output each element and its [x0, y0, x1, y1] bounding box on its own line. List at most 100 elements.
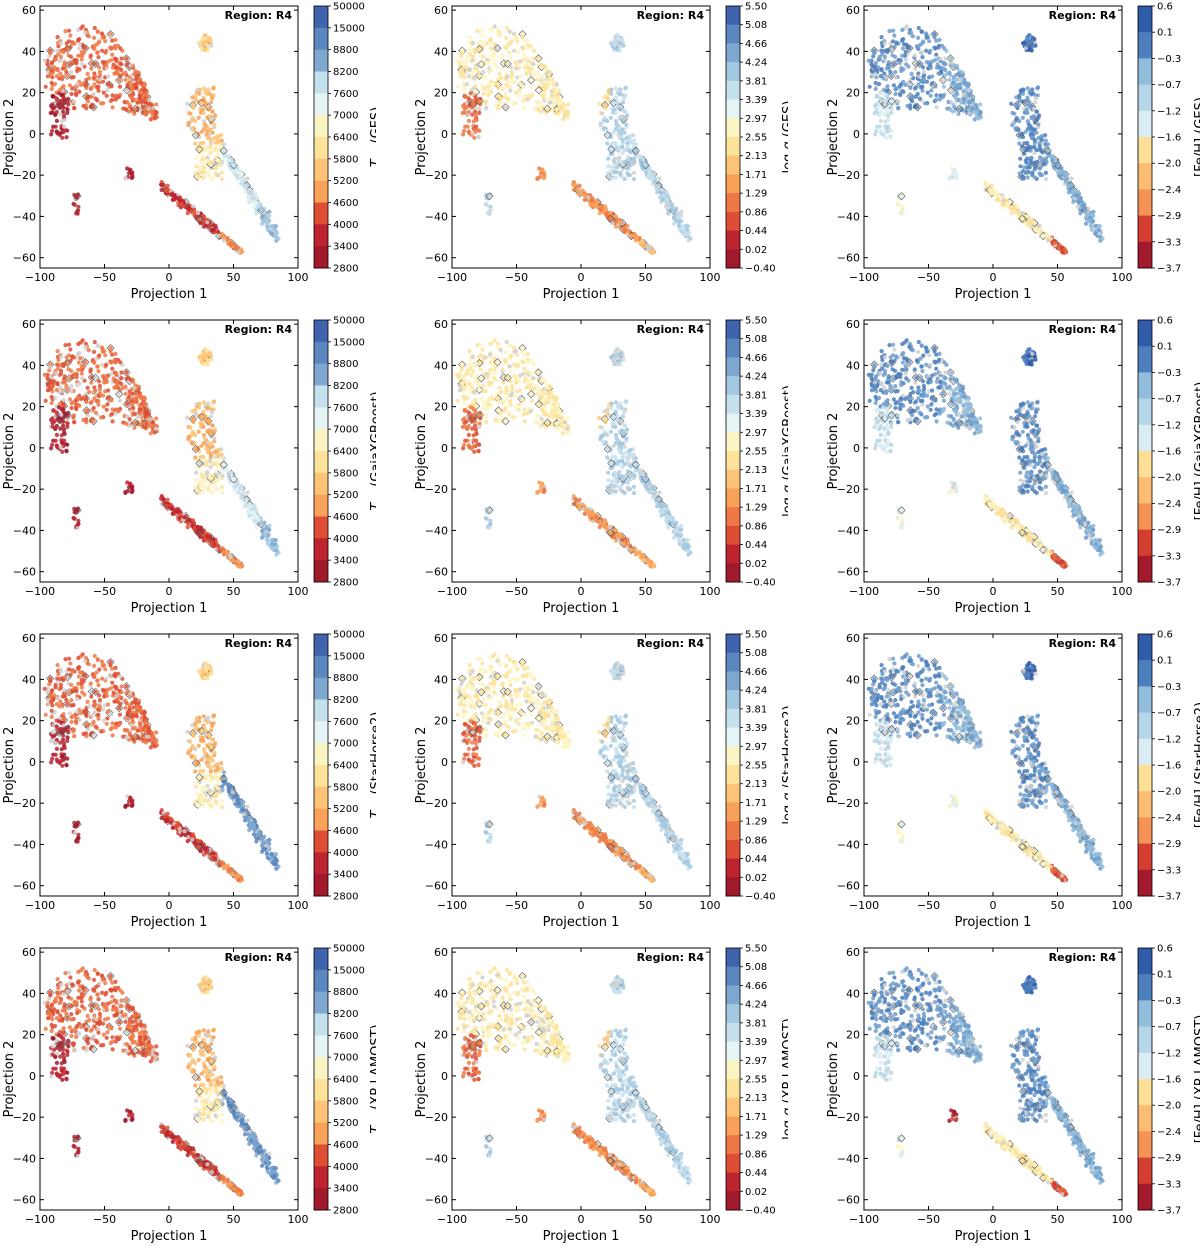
scatter-point	[186, 207, 191, 212]
y-tick-label: 0	[441, 128, 448, 141]
scatter-point	[146, 106, 151, 111]
scatter-point	[212, 122, 217, 127]
colorbar: 5000015000880082007600700064005800520046…	[313, 2, 365, 275]
scatter-point	[110, 52, 115, 57]
diamond-marker	[889, 60, 898, 69]
scatter-point	[91, 105, 96, 110]
scatter-point	[127, 171, 132, 176]
diamond-marker	[219, 460, 228, 469]
scatter-point	[108, 35, 113, 40]
scatter-point	[201, 424, 206, 429]
scatter-point	[66, 39, 72, 44]
scatter-point	[869, 69, 875, 74]
scatter-point	[257, 203, 262, 208]
scatter-point	[208, 145, 213, 150]
scatter-point	[934, 52, 939, 57]
diamond-marker	[194, 214, 203, 223]
scatter-point	[893, 54, 898, 59]
y-tick-label: −20	[13, 169, 36, 182]
scatter-point	[99, 101, 104, 106]
scatter-point	[263, 532, 268, 537]
scatter-point	[1020, 174, 1025, 179]
scatter-point	[517, 59, 523, 64]
scatter-point	[501, 66, 506, 71]
scatter-point	[576, 189, 581, 194]
scatter-point	[1035, 159, 1040, 164]
colorbar-segment	[1138, 84, 1152, 112]
scatter-point	[605, 141, 610, 146]
scatter-point	[598, 123, 603, 128]
scatter-point	[62, 431, 67, 437]
scatter-point	[105, 81, 111, 86]
scatter-point	[633, 142, 639, 147]
scatter-point	[150, 109, 155, 114]
scatter-point	[235, 166, 240, 171]
x-tick-label: 50	[1051, 271, 1065, 284]
scatter-point	[520, 35, 525, 40]
colorbar-tick-label: 5200	[333, 176, 358, 187]
scatter-point	[61, 409, 66, 414]
scatter-point	[620, 127, 625, 132]
scatter-point	[73, 374, 78, 379]
scatter-point	[84, 85, 89, 90]
x-tick-label: −50	[93, 271, 116, 284]
scatter-point	[210, 423, 215, 428]
scatter-point	[545, 106, 550, 111]
colorbar-segment	[314, 180, 328, 203]
scatter-point	[63, 343, 68, 348]
scatter-point	[613, 42, 618, 48]
scatter-point	[92, 349, 97, 354]
scatter-point	[878, 96, 883, 101]
scatter-point	[208, 138, 214, 143]
scatter-point	[536, 88, 541, 93]
scatter-point	[197, 40, 202, 45]
scatter-point	[65, 387, 70, 392]
scatter-point	[1031, 114, 1036, 119]
scatter-point	[139, 87, 144, 92]
scatter-point	[627, 137, 632, 142]
scatter-point	[536, 56, 541, 61]
scatter-point	[219, 177, 225, 182]
scatter-point	[617, 48, 622, 53]
scatter-point	[97, 77, 103, 82]
scatter-point	[153, 426, 158, 431]
diamond-marker	[606, 214, 615, 223]
scatter-point	[259, 521, 264, 526]
scatter-point	[147, 110, 152, 115]
scatter-point	[75, 68, 80, 74]
diamond-marker	[81, 44, 90, 53]
scatter-point	[877, 57, 882, 62]
scatter-point	[512, 35, 517, 40]
scatter-point	[516, 48, 521, 53]
scatter-point	[193, 98, 198, 103]
scatter-point	[884, 66, 889, 71]
scatter-point	[110, 105, 115, 110]
scatter-point	[462, 128, 467, 133]
scatter-point	[45, 61, 50, 67]
scatter-point	[76, 38, 81, 43]
scatter-point	[1001, 198, 1006, 203]
scatter-point	[65, 107, 70, 112]
colorbar: 5.505.084.664.243.813.392.972.552.131.71…	[725, 2, 776, 275]
scatter-point	[96, 88, 101, 93]
scatter-point	[203, 100, 208, 105]
scatter-point	[535, 77, 540, 82]
scatter-point	[202, 122, 207, 127]
scatter-point	[210, 130, 215, 135]
scatter-point	[72, 202, 77, 207]
scatter-point	[61, 423, 66, 428]
scatter-point	[661, 193, 666, 198]
scatter-point	[1023, 129, 1028, 134]
scatter-point	[56, 52, 61, 57]
scatter-point	[882, 54, 888, 60]
scatter-point	[907, 46, 912, 51]
scatter-point	[651, 171, 656, 176]
scatter-point	[54, 96, 59, 101]
scatter-point	[54, 410, 59, 415]
scatter-point	[108, 349, 113, 354]
scatter-point	[901, 89, 906, 94]
scatter-point	[54, 129, 59, 134]
scatter-point	[101, 404, 106, 409]
scatter-point	[1022, 221, 1027, 226]
scatter-point	[92, 82, 97, 87]
